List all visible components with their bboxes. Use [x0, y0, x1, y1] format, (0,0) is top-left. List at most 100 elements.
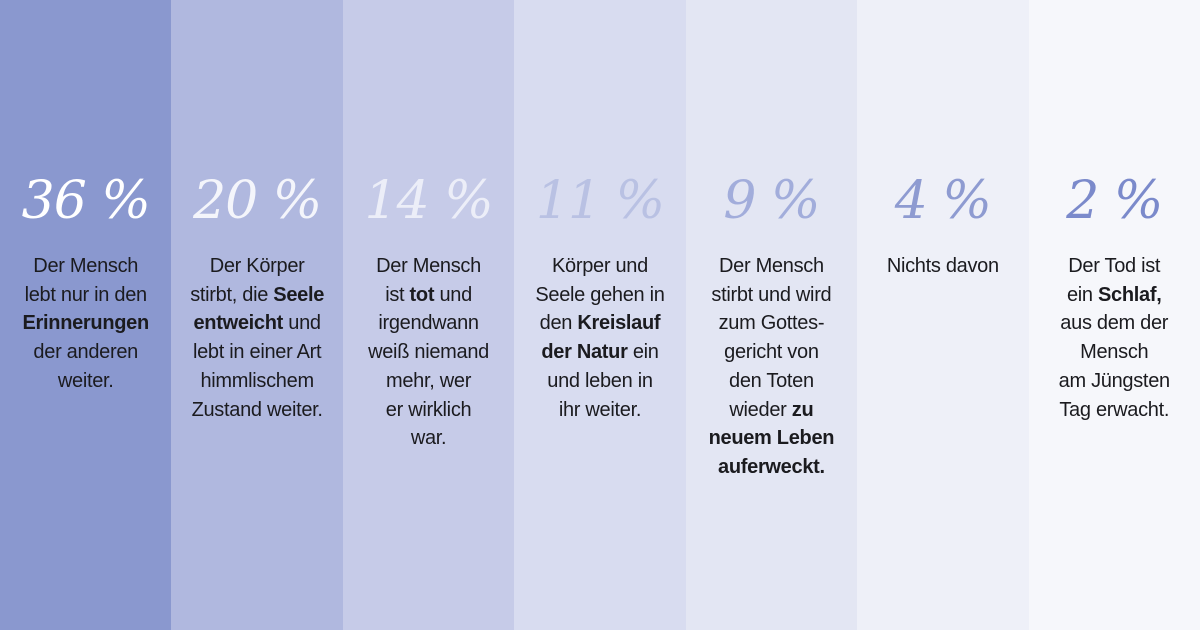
emphasis-text: auferweckt.: [718, 455, 825, 478]
percentage-label: 4 %: [894, 171, 992, 231]
percentage-label: 2 %: [1066, 171, 1163, 231]
emphasis-text: Seele: [273, 283, 325, 306]
emphasis-text: Schlaf,: [1098, 283, 1162, 306]
text-segment: und leben in: [547, 369, 653, 392]
description-line: der Natur ein: [514, 338, 685, 367]
answer-description: Der Körper stirbt, die Seele entweicht und…: [171, 252, 342, 424]
text-segment: mehr, wer: [386, 369, 472, 392]
description-line: Der Tod ist: [1029, 252, 1200, 281]
description-line: Der Mensch: [0, 252, 171, 281]
text-segment: Der Mensch: [376, 255, 481, 277]
text-segment: aus dem der: [1060, 312, 1169, 335]
description-line: irgendwann: [343, 309, 514, 338]
text-segment: lebt in einer Art: [192, 341, 322, 364]
text-segment: wieder: [729, 398, 792, 421]
emphasis-text: tot: [409, 283, 435, 306]
text-segment: ein: [627, 341, 659, 364]
description-line: Nichts davon: [857, 252, 1028, 281]
column-5: 9 % Der Mensch stirbt und wird zum Gottes-g…: [685, 0, 858, 630]
description-line: weiß niemand: [343, 338, 514, 367]
description-line: stirbt und wird: [686, 281, 857, 310]
description-line: weiter.: [0, 367, 171, 396]
emphasis-text: entweicht: [193, 312, 284, 335]
text-segment: Körper und: [551, 255, 648, 277]
text-segment: Zustand weiter.: [191, 398, 323, 421]
text-segment: himmlischem: [200, 369, 314, 392]
text-segment: Der Mensch: [33, 255, 139, 277]
text-segment: war.: [410, 427, 447, 450]
percentage-label: 11 %: [535, 171, 665, 231]
description-line: den Kreislauf: [514, 309, 685, 338]
text-segment: weiter.: [57, 369, 114, 392]
column-3: 14 % Der Mensch ist tot und irgendwann weiß …: [342, 0, 515, 630]
text-segment: und: [434, 283, 472, 306]
description-line: Mensch: [1029, 338, 1200, 367]
text-segment: ein: [1066, 283, 1099, 306]
description-line: auferweckt.: [686, 453, 857, 482]
text-segment: den: [539, 312, 578, 335]
description-line: Seele gehen in: [514, 281, 685, 310]
text-segment: Der Körper: [209, 255, 305, 277]
column-7: 2 % Der Tod ist ein Schlaf, aus dem der Mens…: [1028, 0, 1200, 630]
percentage-label: 14 %: [364, 171, 494, 231]
description-line: Der Mensch: [686, 252, 857, 281]
text-segment: lebt nur in den: [24, 283, 148, 306]
description-line: mehr, wer: [343, 367, 514, 396]
text-segment: am Jüngsten: [1058, 369, 1171, 392]
emphasis-text: neuem Leben: [708, 427, 835, 450]
text-segment: Seele gehen in: [535, 283, 665, 306]
emphasis-text: Erinnerungen: [22, 312, 150, 335]
column-2: 20 % Der Körper stirbt, die Seele entweicht…: [171, 0, 343, 630]
description-line: war.: [343, 424, 514, 453]
description-line: Zustand weiter.: [171, 396, 342, 425]
emphasis-text: der Natur: [541, 341, 628, 364]
description-line: entweicht und: [171, 309, 342, 338]
description-line: ein Schlaf,: [1029, 281, 1200, 310]
text-segment: Mensch: [1080, 341, 1149, 364]
description-line: Körper und: [514, 252, 685, 281]
description-line: stirbt, die Seele: [171, 281, 342, 310]
text-segment: stirbt und wird: [711, 283, 832, 306]
text-segment: und: [283, 312, 321, 335]
text-segment: zum Gottes-: [718, 312, 825, 335]
description-line: gericht von: [686, 338, 857, 367]
description-line: lebt nur in den: [0, 281, 171, 310]
column-1: 36 % Der Mensch lebt nur in den Erinnerunge…: [0, 0, 172, 630]
answer-description: Der Mensch ist tot und irgendwann weiß niem…: [343, 252, 514, 453]
text-segment: Nichts davon: [886, 255, 999, 277]
percentage-label: 9 %: [723, 171, 820, 231]
description-line: wieder zu: [686, 396, 857, 425]
text-segment: irgendwann: [378, 312, 479, 335]
description-line: lebt in einer Art: [171, 338, 342, 367]
column-4: 11 % Körper und Seele gehen in den Kreislau…: [514, 0, 686, 630]
description-line: den Toten: [686, 367, 857, 396]
text-segment: Tag erwacht.: [1059, 398, 1170, 421]
description-line: neuem Leben: [686, 424, 857, 453]
answer-description: Körper und Seele gehen in den Kreislauf der…: [514, 252, 685, 424]
description-line: Erinnerungen: [0, 309, 171, 338]
text-segment: den Toten: [729, 369, 814, 392]
text-segment: er wirklich: [385, 398, 472, 421]
answer-description: Der Tod ist ein Schlaf, aus dem der Mensch a…: [1029, 252, 1200, 424]
description-line: ist tot und: [343, 281, 514, 310]
text-segment: ihr weiter.: [558, 398, 642, 421]
answer-description: Nichts davon: [857, 252, 1028, 281]
description-line: zum Gottes-: [686, 309, 857, 338]
percentage-label: 20 %: [193, 171, 322, 231]
description-line: Der Mensch: [343, 252, 514, 281]
description-line: aus dem der: [1029, 309, 1200, 338]
text-segment: weiß niemand: [368, 341, 489, 364]
description-line: himmlischem: [171, 367, 342, 396]
description-line: am Jüngsten: [1029, 367, 1200, 396]
description-line: der anderen: [0, 338, 171, 367]
percentage-label: 36 %: [21, 171, 151, 231]
text-segment: Der Mensch: [718, 255, 824, 277]
answer-description: Der Mensch lebt nur in den Erinnerungen der…: [0, 252, 171, 396]
description-line: ihr weiter.: [514, 396, 685, 425]
text-segment: ist: [385, 283, 410, 306]
text-segment: gericht von: [724, 341, 819, 364]
text-segment: stirbt, die: [190, 283, 274, 306]
emphasis-text: Kreislauf: [577, 312, 661, 335]
description-line: Der Körper: [171, 252, 342, 281]
